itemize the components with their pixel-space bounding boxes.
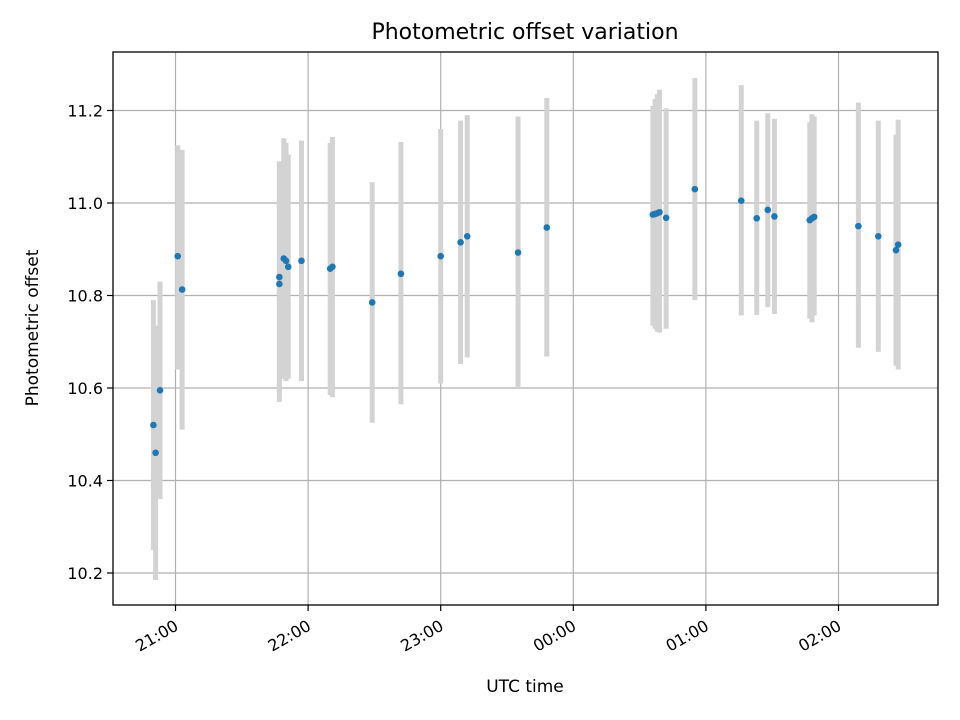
data-point bbox=[329, 263, 336, 271]
data-point bbox=[397, 270, 405, 278]
data-point bbox=[156, 387, 164, 394]
point-layer bbox=[150, 185, 902, 457]
plot-frame bbox=[112, 51, 939, 606]
data-point bbox=[771, 213, 778, 220]
y-tick-label: 11.2 bbox=[67, 102, 103, 121]
data-point bbox=[543, 224, 551, 231]
data-point bbox=[298, 257, 305, 265]
data-point bbox=[514, 249, 522, 256]
data-point bbox=[855, 222, 862, 230]
data-point bbox=[753, 214, 761, 222]
data-point bbox=[463, 233, 471, 240]
data-point bbox=[662, 214, 670, 222]
data-point bbox=[892, 246, 900, 254]
data-point bbox=[737, 197, 745, 204]
data-point bbox=[276, 273, 283, 281]
y-tick-label: 11.0 bbox=[67, 194, 103, 213]
data-point bbox=[282, 257, 290, 265]
data-point bbox=[894, 241, 902, 248]
data-point bbox=[457, 239, 464, 246]
data-point bbox=[284, 263, 292, 271]
data-point bbox=[276, 280, 283, 288]
tick-layer: 21:00 22:00 23:00 00:00 01:00 02:0010.210.410… bbox=[67, 102, 844, 656]
data-point bbox=[656, 208, 663, 216]
data-point bbox=[691, 185, 699, 193]
y-tick-label: 10.4 bbox=[67, 472, 103, 491]
x-axis-label: UTC time bbox=[486, 677, 564, 697]
y-tick-label: 10.8 bbox=[67, 287, 103, 306]
y-tick-label: 10.6 bbox=[67, 379, 103, 398]
data-point bbox=[152, 449, 159, 457]
data-point bbox=[764, 206, 772, 214]
data-point bbox=[437, 252, 445, 260]
y-tick-label: 10.2 bbox=[67, 564, 103, 583]
chart-title: Photometric offset variation bbox=[371, 20, 678, 45]
data-point bbox=[810, 213, 818, 221]
y-axis-label: Photometric offset bbox=[23, 249, 43, 406]
data-point bbox=[150, 421, 157, 429]
data-point bbox=[368, 299, 376, 306]
data-point bbox=[874, 233, 882, 240]
data-point bbox=[178, 286, 186, 293]
data-point bbox=[174, 252, 182, 260]
